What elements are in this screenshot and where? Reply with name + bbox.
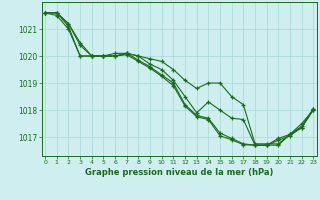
X-axis label: Graphe pression niveau de la mer (hPa): Graphe pression niveau de la mer (hPa) [85,168,273,177]
